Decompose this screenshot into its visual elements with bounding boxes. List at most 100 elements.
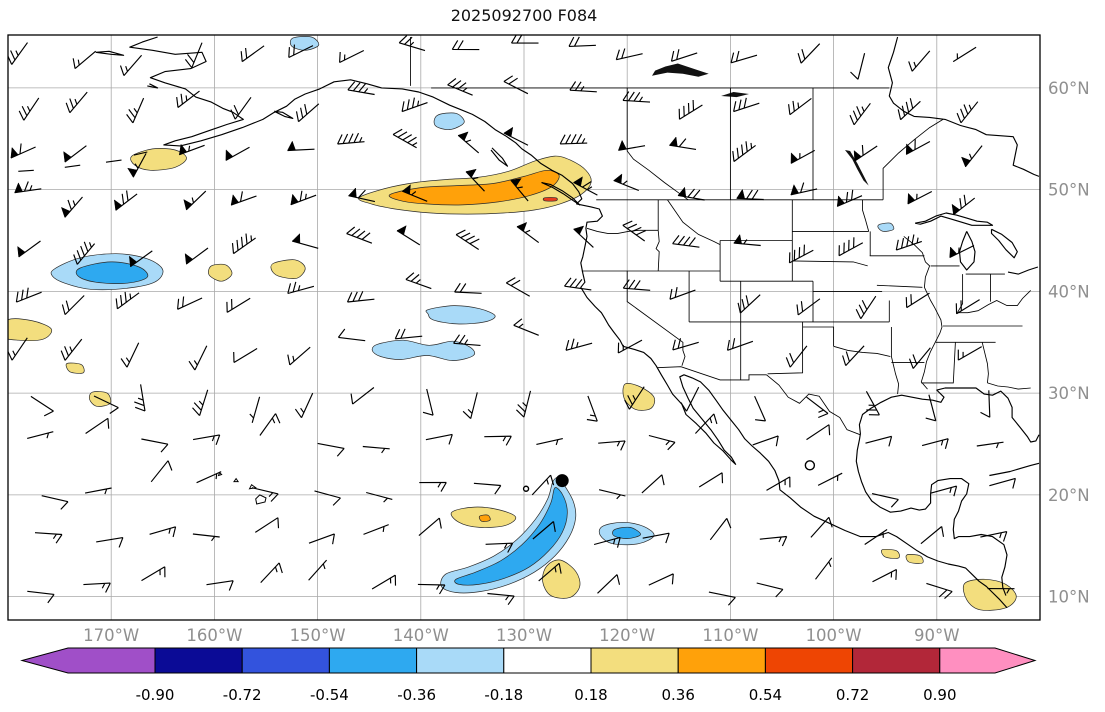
wind-barb [473,482,502,495]
wind-barb [230,96,252,120]
lake-shape [721,92,749,98]
colorbar-segment [590,647,679,674]
lon-tick-label: 150°W [290,626,346,645]
wind-barb [736,188,764,201]
border-path [890,356,900,395]
border-path [876,284,923,288]
wind-barb [230,191,257,206]
wind-barb [184,247,209,265]
lon-tick-label: 110°W [702,626,758,645]
wind-barb [797,43,821,64]
wind-barb [259,413,281,436]
island-path [217,471,223,477]
wind-barb [192,389,209,416]
wind-barb [503,126,529,146]
lake-shape [652,63,709,77]
wind-barb [73,241,96,265]
colorbar-segment [764,647,854,674]
wind-barb [951,194,976,216]
open-circle-marker [804,460,816,471]
wind-barb [817,472,843,486]
wind-barb [536,438,563,446]
wind-barb [949,244,975,259]
wind-barb [249,396,261,423]
wind-barb [457,131,480,154]
wind-barb [401,184,428,202]
wind-barb [790,182,818,196]
anomaly-region-gulf-alaska-core [388,169,560,206]
border-path [766,374,861,436]
coastline-path [541,181,581,206]
wind-barb [957,346,982,361]
wind-barb [850,53,866,80]
wind-barb [149,526,177,538]
colorbar-segment [852,647,941,674]
colorbar-segment [416,647,505,674]
wind-barb [337,328,366,342]
wind-barb [806,424,831,441]
wind-barb [451,40,480,51]
wind-barb [648,434,676,451]
wind-barb [251,487,279,502]
wind-barb [853,144,878,162]
wind-barb [785,345,808,368]
border-path [626,87,689,201]
wind-barb [465,168,485,192]
wind-barb [184,42,203,69]
island-path [233,477,240,483]
wind-barb [196,471,222,484]
wind-barb [65,91,88,114]
wind-barb [454,282,482,294]
colorbar-tick-label: 0.36 [661,686,694,704]
wind-barb [287,140,315,152]
colorbar-segment [241,647,330,674]
wind-barb [240,45,265,63]
border-path [586,227,659,234]
wind-barb [30,395,54,417]
wind-barb [908,347,931,369]
border-path [626,271,686,366]
wind-barb [737,294,761,314]
wind-barb [598,489,626,500]
wind-barb [920,526,945,545]
lon-tick-label: 120°W [599,626,655,645]
wind-barb [287,281,315,295]
anomaly-region-tropical-pos-core [478,514,491,522]
wind-barb [754,395,767,422]
lon-tick-label: 130°W [496,626,552,645]
wind-barb [401,97,428,113]
wind-barb [955,299,980,315]
wind-barb [617,339,643,354]
wind-barb [842,345,865,366]
wind-barb [569,81,597,93]
wind-barb [648,573,674,586]
lon-tick-label: 170°W [83,626,139,645]
wind-barb [126,97,145,124]
colorbar-tick-label: -0.54 [310,686,349,704]
wind-barb [568,36,596,47]
wind-barb [815,557,833,580]
lat-tick-label: 60°N [1048,79,1090,98]
wind-barb [287,346,311,366]
wind-barb [115,291,140,310]
wind-barb [462,392,478,420]
lon-tick-label: 90°W [914,626,960,645]
wind-barb [871,493,899,508]
wind-barb [150,460,173,483]
wind-barb [15,287,42,303]
wind-barb [572,176,598,196]
wind-barb [93,395,119,414]
wind-barb [85,417,110,434]
border-path [655,230,660,272]
wind-barb [790,149,815,164]
wind-barb [752,435,779,447]
wind-barb [593,536,621,548]
wind-barb [346,291,375,303]
wind-barb [225,146,250,161]
wind-barb [314,490,341,506]
wind-barb [952,46,977,63]
colorbar-tick-label: 0.18 [574,686,607,704]
wind-barb [254,517,280,533]
border-path [882,119,944,200]
